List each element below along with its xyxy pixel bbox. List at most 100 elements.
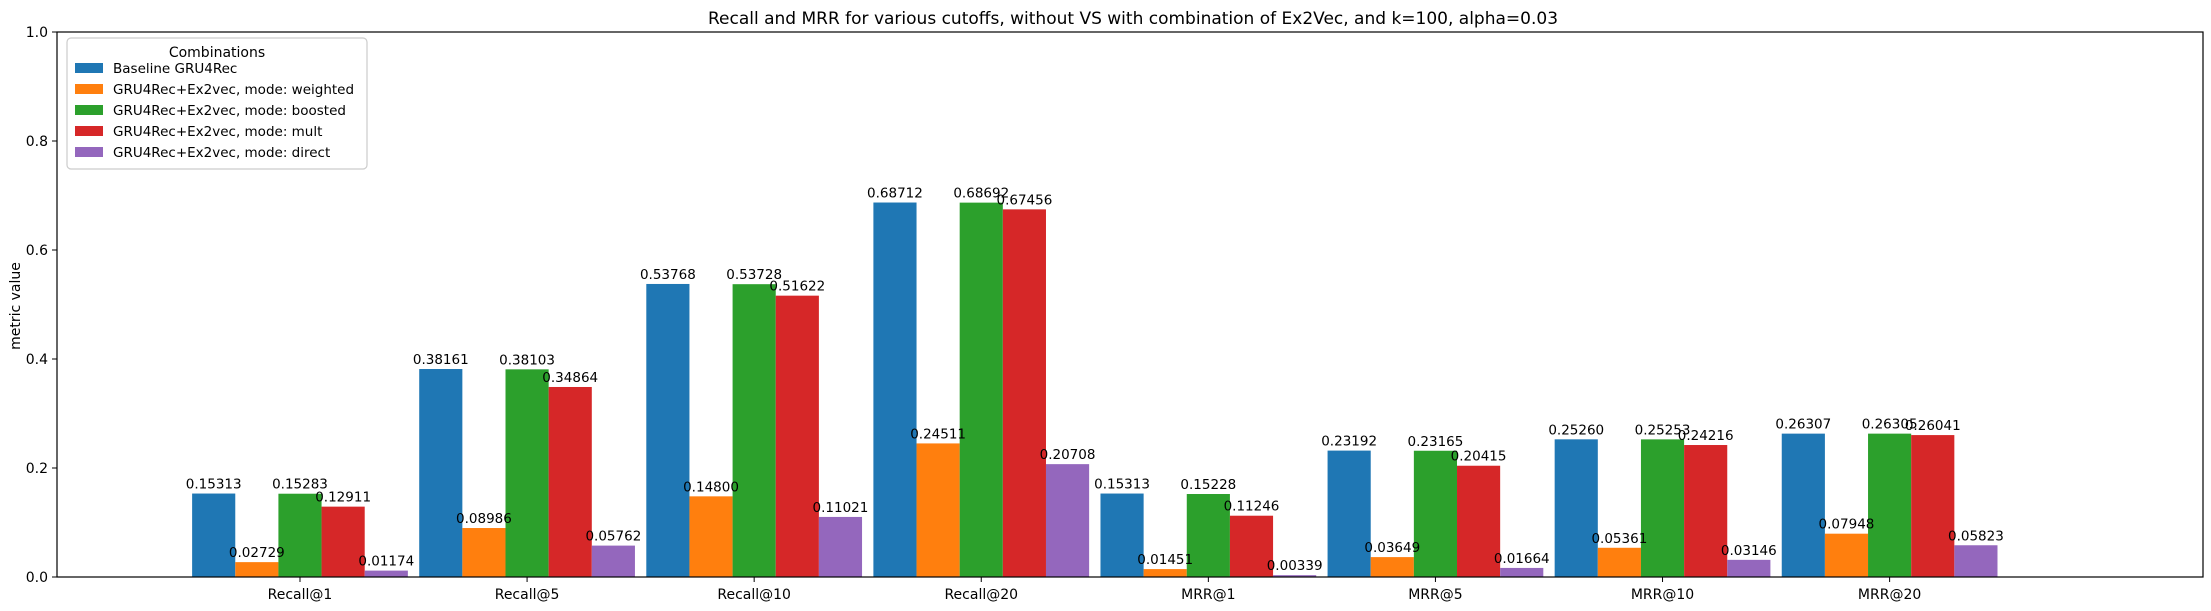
bar-value-label: 0.25260 [1548,422,1604,438]
bar-value-label: 0.67456 [996,192,1052,208]
x-tick-label: Recall@10 [717,587,791,603]
bar [1554,439,1598,577]
x-axis: Recall@1 Recall@5 Recall@10 Recall@20 MRR@1 M… [268,577,1921,603]
bar [1684,445,1728,577]
bar [916,443,960,577]
bar [1500,567,1544,577]
bar-value-label: 0.02729 [229,545,285,561]
bar [1868,433,1912,577]
bars-layer [192,202,1998,578]
bar-value-label: 0.20415 [1451,449,1507,465]
bar [818,516,863,577]
bar [321,506,365,577]
bar-value-label: 0.11246 [1224,499,1280,515]
bar-value-label: 0.53728 [726,267,782,283]
bar [732,284,776,577]
y-tick-label: 0.6 [26,243,48,259]
bar-value-label: 0.15313 [1094,477,1150,493]
bar [462,528,506,577]
bar-value-label: 0.24216 [1678,428,1734,444]
y-tick-label: 0.8 [26,134,48,150]
x-tick-label: MRR@20 [1858,587,1921,603]
plot-frame [56,31,2204,578]
bar-value-label: 0.05762 [585,529,641,545]
legend-title: Combinations [169,45,265,61]
x-tick-label: MRR@10 [1631,587,1694,603]
bar [1370,557,1414,577]
bar-value-label: 0.11021 [813,500,869,516]
y-axis-label: metric value [8,262,24,350]
bar [1727,559,1771,577]
bar-value-label: 0.68692 [953,186,1009,202]
bar [1100,493,1144,577]
bar-value-label: 0.15228 [1180,477,1236,493]
x-tick-label: Recall@1 [268,587,333,603]
bar-labels-layer: 0.15313 0.38161 0.53768 0.68712 0.15313 0.231… [186,186,2004,575]
bar-value-label: 0.26041 [1905,418,1961,434]
bar [873,202,917,577]
bar-value-label: 0.08986 [456,511,512,527]
bar-value-label: 0.25253 [1635,422,1691,438]
bar-value-label: 0.01174 [358,554,414,570]
bar-value-label: 0.03146 [1721,543,1777,559]
legend-box [66,37,368,170]
bar-value-label: 0.34864 [542,370,598,386]
bar [1327,450,1371,577]
bar-value-label: 0.14800 [683,479,739,495]
bar [1045,464,1090,577]
bar-value-label: 0.26305 [1862,417,1918,433]
bar-value-label: 0.38103 [499,352,555,368]
bar [505,369,549,577]
bar-value-label: 0.15283 [272,477,328,493]
bar [1002,209,1046,578]
bar-value-label: 0.00339 [1267,558,1323,574]
x-tick-label: MRR@5 [1408,587,1462,603]
bar-value-label: 0.03649 [1364,540,1420,556]
bar [1824,533,1869,577]
bar [1911,435,1955,577]
legend-swatch [75,84,103,94]
legend-swatch [75,105,103,115]
bar [1954,545,1998,577]
legend-label: Baseline GRU4Rec [113,61,237,77]
bar [959,202,1003,577]
bar-value-label: 0.01451 [1137,552,1193,568]
bar-value-label: 0.12911 [315,490,371,506]
bar [1273,575,1317,577]
bar-value-label: 0.20708 [1040,447,1096,463]
bar [1143,569,1187,577]
legend-items: Baseline GRU4Rec GRU4Rec+Ex2vec, mode: we… [75,61,354,161]
bar [1597,547,1641,577]
x-tick-label: MRR@1 [1181,587,1235,603]
legend-swatch [75,63,103,73]
bar [419,369,463,577]
y-tick-label: 0.4 [26,352,48,368]
bar [1457,465,1501,577]
bar-value-label: 0.53768 [640,267,696,283]
y-tick-label: 1.0 [26,25,48,41]
legend-label: GRU4Rec+Ex2vec, mode: boosted [113,103,346,119]
legend-swatch [75,126,103,136]
bar [1413,450,1458,577]
bar [646,283,690,577]
legend-label: GRU4Rec+Ex2vec, mode: weighted [113,82,354,98]
legend-label: GRU4Rec+Ex2vec, mode: mult [113,124,322,140]
legend-label: GRU4Rec+Ex2vec, mode: direct [113,145,330,161]
bar-value-label: 0.23192 [1321,434,1377,450]
x-tick-label: Recall@20 [944,587,1018,603]
y-tick-label: 0.2 [26,461,48,477]
bar-value-label: 0.01664 [1494,551,1550,567]
bar [1781,433,1825,577]
y-axis: 0.0 0.2 0.4 0.6 0.8 1.0 [26,25,57,586]
bar [235,562,279,577]
legend-swatch [75,147,103,157]
bar [278,493,322,577]
bar-value-label: 0.05361 [1591,531,1647,547]
bar [775,295,819,577]
y-tick-label: 0.0 [26,570,48,586]
bar-value-label: 0.23165 [1408,434,1464,450]
bar-value-label: 0.15313 [186,477,242,493]
bar [689,496,733,577]
bar [192,493,236,577]
